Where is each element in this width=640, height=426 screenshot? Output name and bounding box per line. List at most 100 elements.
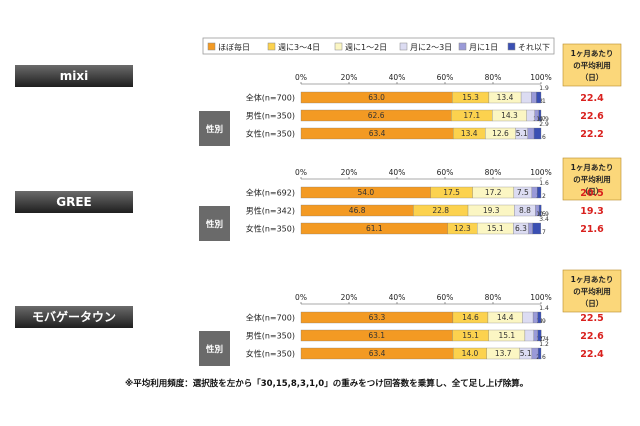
x-tick-label: 0% <box>295 73 307 82</box>
data-label: 13.7 <box>495 349 512 358</box>
bar-segment <box>532 222 541 235</box>
data-label: 7.5 <box>517 188 529 197</box>
row-label: 全体(n=692) <box>246 188 295 198</box>
row-label: 男性(n=342) <box>246 206 295 216</box>
data-label-small: 1.9 <box>539 85 549 92</box>
data-label: 15.1 <box>487 224 504 233</box>
row-label: 女性(n=350) <box>246 224 295 234</box>
avg-days-value: 22.2 <box>580 129 603 140</box>
avg-header-line: の平均利用 <box>573 174 611 184</box>
data-label: 15.3 <box>462 93 479 102</box>
legend-label: 週に3～4日 <box>278 43 320 52</box>
bar-segment <box>537 329 542 342</box>
legend-swatch <box>207 42 216 51</box>
legend-swatch <box>507 42 516 51</box>
data-label-small: 1.2 <box>539 341 549 348</box>
legend-label: 月に2～3日 <box>410 43 452 52</box>
bar-segment <box>537 186 542 199</box>
data-label: 14.4 <box>497 313 514 322</box>
x-tick-label: 20% <box>341 73 358 82</box>
avg-header-box <box>562 43 622 87</box>
legend-label: ほぼ毎日 <box>218 42 250 52</box>
gender-group-label: 性別 <box>206 219 223 230</box>
data-label: 62.6 <box>368 111 385 120</box>
data-label: 14.6 <box>462 313 479 322</box>
legend-label: 週に1～2日 <box>345 43 387 52</box>
avg-header-line: の平均利用 <box>573 60 611 70</box>
data-label: 63.4 <box>369 349 386 358</box>
bar-segment <box>527 127 535 140</box>
gender-group-box <box>199 111 230 146</box>
avg-header-line: 1ヶ月あたり <box>571 162 614 172</box>
data-label: 5.1 <box>516 129 528 138</box>
gender-group-label: 性別 <box>206 124 223 135</box>
data-label: 61.1 <box>366 224 383 233</box>
row-label: 全体(n=700) <box>246 93 295 103</box>
x-tick-label: 20% <box>341 168 358 177</box>
bar-segment <box>528 222 533 235</box>
avg-days-value: 21.6 <box>580 224 604 235</box>
avg-days-value: 22.6 <box>580 331 604 342</box>
row-label: 女性(n=350) <box>246 129 295 139</box>
bar-segment <box>537 311 542 324</box>
data-label: 12.6 <box>492 129 509 138</box>
data-label: 17.5 <box>443 188 460 197</box>
bar-segment <box>537 347 542 360</box>
avg-header-line: の平均利用 <box>573 286 611 296</box>
x-tick-label: 0% <box>295 168 307 177</box>
bar-segment <box>522 311 534 324</box>
x-tick-label: 40% <box>389 168 406 177</box>
bar-segment <box>520 91 532 104</box>
data-label-small: 2.9 <box>539 121 549 128</box>
data-label: 5.1 <box>520 349 532 358</box>
x-tick-label: 20% <box>341 293 358 302</box>
legend-swatch <box>458 42 467 51</box>
data-label: 12.3 <box>454 224 471 233</box>
x-tick-label: 40% <box>389 73 406 82</box>
x-tick-label: 100% <box>530 293 551 302</box>
data-label: 6.3 <box>515 224 527 233</box>
data-label: 17.2 <box>485 188 502 197</box>
row-label: 男性(n=350) <box>246 331 295 341</box>
x-tick-label: 80% <box>485 293 502 302</box>
avg-header-box <box>562 157 622 201</box>
x-tick-label: 60% <box>437 168 454 177</box>
avg-header-line: （日） <box>581 186 604 196</box>
data-label-small: 0.9 <box>539 211 549 218</box>
avg-days-value: 22.4 <box>580 349 604 360</box>
row-label: 全体(n=700) <box>246 313 295 323</box>
data-label: 63.1 <box>368 331 385 340</box>
legend-swatch <box>267 42 276 51</box>
gender-group-label: 性別 <box>206 344 223 355</box>
row-label: 女性(n=350) <box>246 349 295 359</box>
x-tick-label: 80% <box>485 168 502 177</box>
avg-days-value: 19.3 <box>580 206 603 217</box>
avg-header-line: 1ヶ月あたり <box>571 48 614 58</box>
bar-segment <box>536 91 542 104</box>
data-label-small: 1.7 <box>536 229 546 236</box>
legend-swatch <box>399 42 408 51</box>
data-label: 15.1 <box>462 331 479 340</box>
data-label: 63.3 <box>369 313 386 322</box>
data-label-small: 1.4 <box>539 305 549 312</box>
x-tick-label: 100% <box>530 168 551 177</box>
footnote: ※平均利用頻度：選択肢を左から「30,15,8,3,1,0」の重みをつけ回答数を… <box>125 378 528 389</box>
data-label: 13.4 <box>497 93 514 102</box>
section-title-box <box>15 65 133 87</box>
section-title: mixi <box>60 69 88 83</box>
section-title: モバゲータウン <box>32 309 116 324</box>
data-label: 8.8 <box>519 206 531 215</box>
data-label-small: 1.6 <box>539 180 549 187</box>
bar-segment <box>538 204 542 217</box>
data-label: 22.8 <box>432 206 449 215</box>
gender-group-box <box>199 206 230 241</box>
avg-header-line: 1ヶ月あたり <box>571 274 614 284</box>
avg-days-value: 22.4 <box>580 93 604 104</box>
x-tick-label: 100% <box>530 73 551 82</box>
avg-header-line: （日） <box>581 72 604 82</box>
data-label: 14.3 <box>501 111 518 120</box>
x-tick-label: 40% <box>389 293 406 302</box>
data-label: 63.4 <box>369 129 386 138</box>
legend-label: 月に1日 <box>469 43 498 52</box>
